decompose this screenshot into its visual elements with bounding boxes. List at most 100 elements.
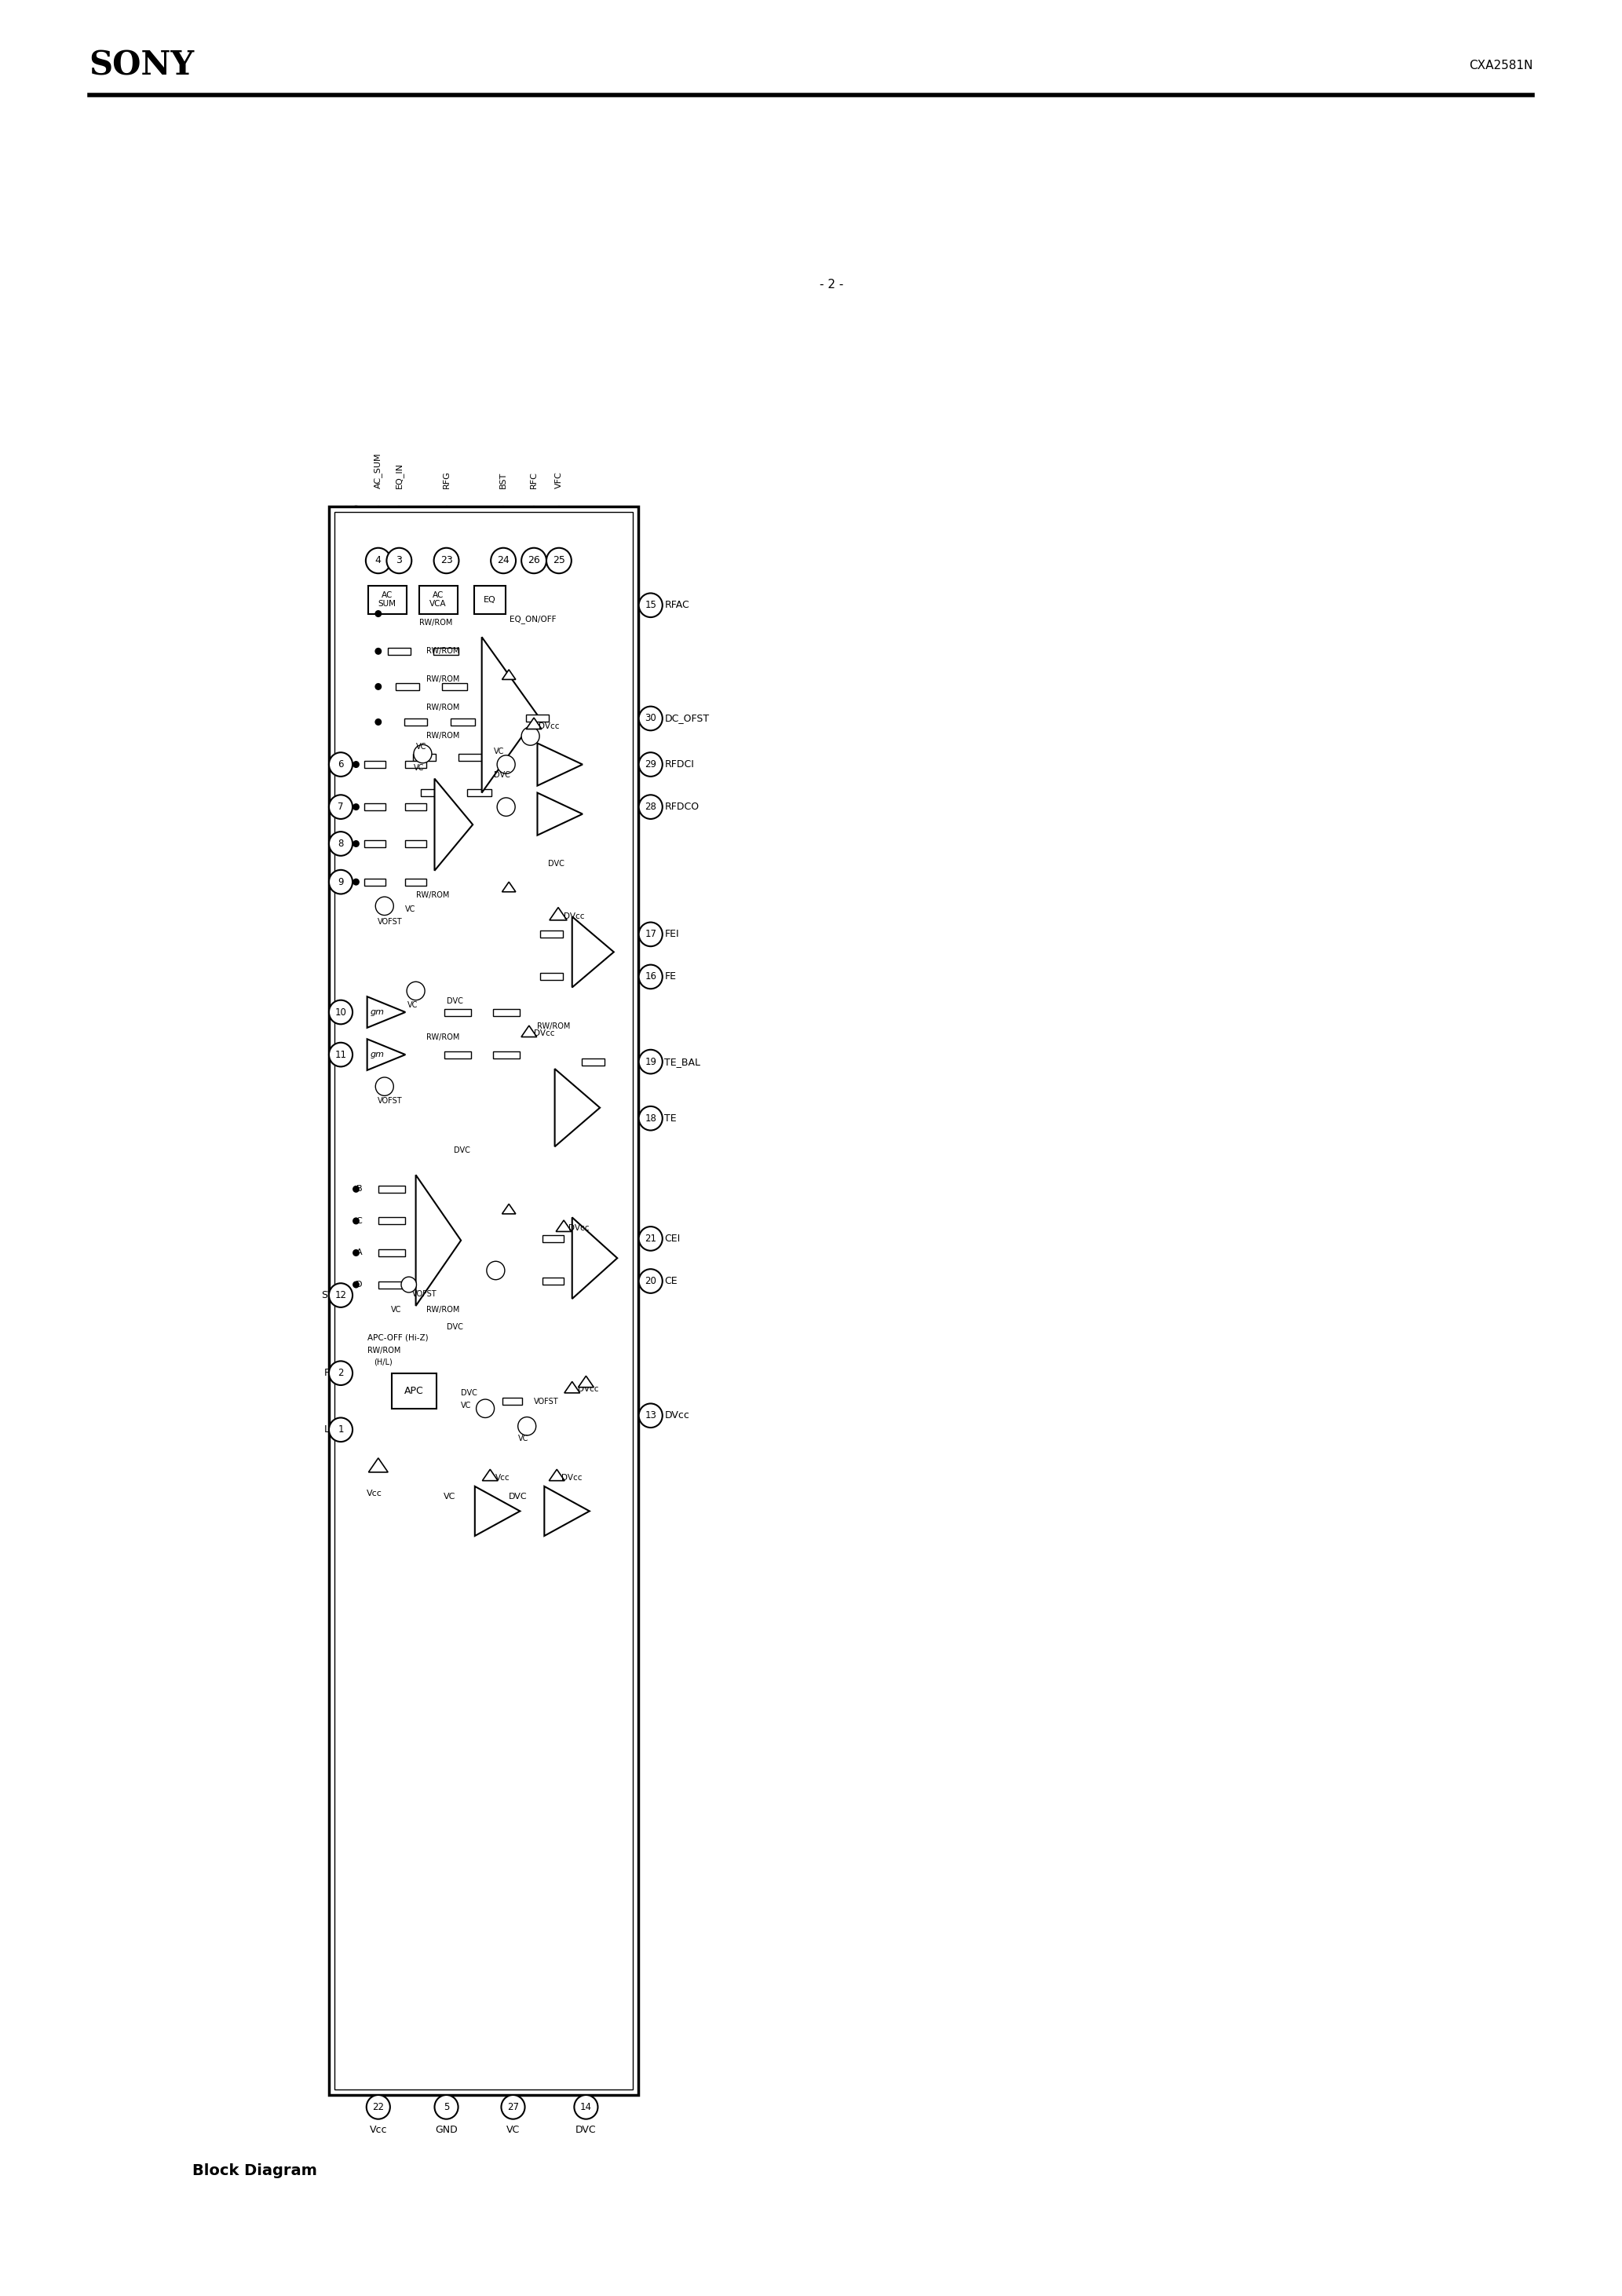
Text: PD: PD	[324, 1368, 337, 1378]
Ellipse shape	[487, 1261, 504, 1279]
FancyBboxPatch shape	[493, 1052, 519, 1058]
Text: 23: 23	[440, 556, 453, 565]
Text: RW/ROM: RW/ROM	[427, 732, 459, 739]
Text: DVC: DVC	[448, 999, 464, 1006]
FancyBboxPatch shape	[378, 1281, 406, 1288]
Text: CEI: CEI	[665, 1233, 680, 1244]
Ellipse shape	[501, 2094, 526, 2119]
Ellipse shape	[329, 1283, 352, 1306]
Text: (H/L): (H/L)	[375, 1357, 393, 1366]
Text: GND: GND	[435, 2124, 457, 2135]
FancyBboxPatch shape	[406, 840, 427, 847]
Text: TE_BAL: TE_BAL	[665, 1056, 701, 1068]
Text: DVcc: DVcc	[564, 914, 584, 921]
Text: VC: VC	[406, 905, 415, 914]
Polygon shape	[415, 1176, 461, 1306]
Ellipse shape	[574, 2094, 599, 2119]
FancyBboxPatch shape	[412, 753, 436, 760]
Polygon shape	[367, 1040, 406, 1070]
FancyBboxPatch shape	[396, 684, 418, 691]
Text: E: E	[331, 1049, 337, 1061]
Polygon shape	[503, 882, 516, 891]
Text: APC-OFF (Hi-Z): APC-OFF (Hi-Z)	[367, 1334, 428, 1341]
Polygon shape	[482, 1469, 498, 1481]
Text: 13: 13	[646, 1410, 657, 1421]
FancyBboxPatch shape	[503, 1398, 522, 1405]
Ellipse shape	[386, 549, 412, 574]
Text: FE: FE	[665, 971, 676, 983]
FancyBboxPatch shape	[540, 930, 563, 937]
Text: DVcc: DVcc	[577, 1384, 599, 1394]
Polygon shape	[435, 778, 472, 870]
Polygon shape	[550, 907, 568, 921]
Text: B: B	[331, 801, 337, 813]
Text: 8: 8	[337, 838, 344, 850]
Ellipse shape	[517, 1417, 535, 1435]
Text: CXA2581N: CXA2581N	[1470, 60, 1533, 71]
Text: 26: 26	[527, 556, 540, 565]
Text: VFC: VFC	[555, 471, 563, 489]
Ellipse shape	[352, 1217, 360, 1224]
Polygon shape	[545, 1486, 589, 1536]
Text: RFDCI: RFDCI	[665, 760, 694, 769]
FancyBboxPatch shape	[418, 585, 457, 613]
Text: 5: 5	[443, 2101, 449, 2112]
Polygon shape	[368, 1458, 388, 1472]
Text: RFAC: RFAC	[665, 599, 689, 611]
FancyBboxPatch shape	[368, 585, 407, 613]
Text: VOFST: VOFST	[412, 1290, 438, 1297]
Ellipse shape	[329, 753, 352, 776]
Text: A: A	[331, 760, 337, 769]
Text: BST: BST	[500, 471, 508, 489]
Text: RW/ROM: RW/ROM	[418, 620, 453, 627]
Text: DVC: DVC	[548, 859, 564, 868]
Polygon shape	[537, 792, 582, 836]
Text: VOFST: VOFST	[378, 918, 402, 925]
Text: VC: VC	[493, 748, 504, 755]
Text: RW/ROM: RW/ROM	[427, 647, 459, 654]
Text: 28: 28	[646, 801, 657, 813]
Text: FEI: FEI	[665, 930, 680, 939]
Ellipse shape	[639, 794, 662, 820]
Text: 3: 3	[396, 556, 402, 565]
Text: DVcc: DVcc	[534, 1029, 555, 1038]
Text: EQ_ON/OFF: EQ_ON/OFF	[509, 615, 556, 625]
Ellipse shape	[329, 1362, 352, 1384]
Ellipse shape	[477, 1398, 495, 1417]
Ellipse shape	[639, 1270, 662, 1293]
Polygon shape	[555, 1068, 600, 1146]
Ellipse shape	[521, 728, 540, 746]
Polygon shape	[537, 744, 582, 785]
Text: AC
VCA: AC VCA	[430, 590, 446, 608]
Text: VC: VC	[407, 1001, 418, 1008]
FancyBboxPatch shape	[542, 1277, 563, 1286]
FancyBboxPatch shape	[444, 1008, 470, 1015]
Text: 2: 2	[337, 1368, 344, 1378]
Text: RW/ROM: RW/ROM	[427, 1033, 459, 1040]
Polygon shape	[564, 1382, 581, 1394]
FancyBboxPatch shape	[365, 840, 386, 847]
FancyBboxPatch shape	[334, 512, 633, 2089]
Text: RW/ROM: RW/ROM	[427, 675, 459, 684]
Ellipse shape	[521, 549, 547, 574]
Text: VOFST: VOFST	[534, 1398, 558, 1405]
Ellipse shape	[352, 760, 360, 767]
Text: Vcc: Vcc	[496, 1474, 511, 1481]
FancyBboxPatch shape	[378, 1185, 406, 1192]
Ellipse shape	[639, 964, 662, 990]
Ellipse shape	[639, 1403, 662, 1428]
Text: 20: 20	[646, 1277, 657, 1286]
FancyBboxPatch shape	[406, 760, 427, 767]
Ellipse shape	[639, 592, 662, 618]
Text: RW/ROM: RW/ROM	[427, 1306, 459, 1313]
Ellipse shape	[375, 898, 394, 916]
FancyBboxPatch shape	[459, 753, 483, 760]
Text: DVcc: DVcc	[539, 723, 560, 730]
Text: VC: VC	[517, 1435, 529, 1442]
Text: DC_OFST: DC_OFST	[665, 714, 709, 723]
Text: TE: TE	[665, 1114, 676, 1123]
Text: SONY: SONY	[89, 48, 195, 83]
Text: gm: gm	[370, 1008, 384, 1017]
Ellipse shape	[547, 549, 571, 574]
Polygon shape	[367, 996, 406, 1029]
